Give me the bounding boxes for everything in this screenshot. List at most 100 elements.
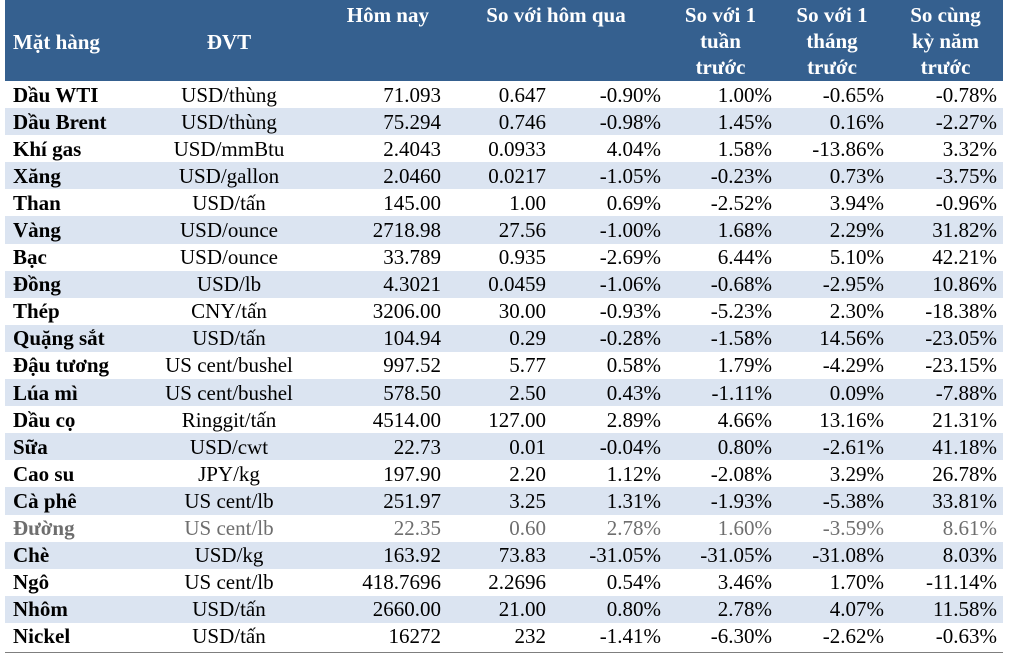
price-today: 2660.00 [307, 595, 447, 623]
pct-vs-year: -11.14% [926, 570, 997, 595]
pct-vs-yesterday: -1.06% [552, 270, 665, 298]
table-row: Đậu tương US cent/bushel 997.52 5.77 0.58% 1.… [5, 352, 1003, 379]
pct-vs-month: -4.29% [822, 353, 884, 378]
pct-vs-year: 21.31% [932, 407, 997, 432]
pct-vs-yesterday: 0.69% [606, 190, 661, 215]
pct-vs-week: 6.44% [717, 245, 772, 270]
unit-cell: US cent/lb [151, 487, 307, 515]
table-row: Dầu cọ Ringgit/tấn 4514.00 127.00 2.89% 4.66%… [5, 406, 1003, 433]
change-vs-yesterday: 0.01 [447, 433, 552, 461]
pct-vs-year: 10.86% [888, 270, 1003, 298]
pct-vs-month: 3.94% [829, 190, 884, 215]
header-vs-week-line3: trước [695, 55, 746, 79]
pct-vs-week: -0.68% [665, 270, 776, 298]
pct-vs-yesterday: -0.28% [552, 324, 665, 352]
header-commodity: Mặt hàng [5, 0, 151, 81]
header-unit: ĐVT [151, 0, 307, 81]
pct-vs-week: -6.30% [710, 624, 772, 649]
table-row: Sữa USD/cwt 22.73 0.01 -0.04% 0.80% -2.61% 41.1… [5, 433, 1003, 461]
pct-vs-year: -0.63% [935, 624, 997, 649]
unit-cell: USD/ounce [151, 216, 307, 244]
pct-vs-yesterday: 2.89% [606, 407, 661, 432]
pct-vs-yesterday: 1.31% [552, 487, 665, 515]
table-row: Cao su JPY/kg 197.90 2.20 1.12% -2.08% 3.29% 26… [5, 460, 1003, 487]
pct-vs-month: -2.62% [822, 624, 884, 649]
change-vs-yesterday: 30.00 [498, 299, 546, 324]
header-vs-year-line1: So cùng [910, 3, 981, 27]
price-today: 22.73 [307, 433, 447, 461]
unit-cell: US cent/bushel [151, 379, 307, 407]
price-today: 16272 [388, 624, 442, 649]
price-today: 197.90 [383, 461, 441, 486]
pct-vs-month: -0.65% [822, 82, 884, 107]
pct-vs-month: 3.29% [829, 461, 884, 486]
pct-vs-yesterday: 2.78% [606, 516, 661, 541]
unit-cell: US cent/lb [184, 570, 274, 595]
price-today: 4.3021 [307, 270, 447, 298]
pct-vs-yesterday: -31.05% [552, 541, 665, 569]
commodity-name: Sữa [5, 433, 151, 461]
pct-vs-week: 2.78% [665, 595, 776, 623]
table-row: Quặng sắt USD/tấn 104.94 0.29 -0.28% -1.58% 14… [5, 324, 1003, 352]
pct-vs-year: -18.38% [925, 299, 997, 324]
commodity-name: Vàng [5, 216, 151, 244]
commodity-name: Đồng [5, 270, 151, 298]
change-vs-yesterday: 0.0933 [488, 136, 546, 161]
pct-vs-year: 42.21% [932, 245, 997, 270]
change-vs-yesterday: 0.0217 [447, 162, 552, 190]
header-vs-week: So với 1 tuần trước [665, 0, 776, 81]
pct-vs-month: -31.08% [776, 541, 888, 569]
commodity-name: Dầu Brent [5, 108, 151, 136]
change-vs-yesterday: 5.77 [509, 353, 546, 378]
unit-cell: USD/ounce [180, 245, 278, 270]
unit-cell: USD/lb [151, 270, 307, 298]
price-today: 22.35 [393, 516, 441, 541]
table-row: Nhôm USD/tấn 2660.00 21.00 0.80% 2.78% 4.07% 11… [5, 595, 1003, 623]
unit-cell: USD/kg [151, 541, 307, 569]
table-row: Đường US cent/lb 22.35 0.60 2.78% 1.60% -3.59%… [5, 515, 1003, 542]
table-row: Lúa mì US cent/bushel 578.50 2.50 0.43% -1.11… [5, 379, 1003, 407]
pct-vs-yesterday: 0.58% [606, 353, 661, 378]
change-vs-yesterday: 73.83 [447, 541, 552, 569]
price-today: 2.0460 [307, 162, 447, 190]
pct-vs-year: -0.78% [935, 82, 997, 107]
pct-vs-month: -3.59% [822, 516, 884, 541]
pct-vs-yesterday: -0.04% [552, 433, 665, 461]
pct-vs-yesterday: -1.05% [552, 162, 665, 190]
commodity-name: Dầu cọ [13, 407, 76, 432]
change-vs-yesterday: 0.935 [498, 245, 546, 270]
change-vs-yesterday: 2.2696 [488, 570, 546, 595]
pct-vs-week: -1.93% [665, 487, 776, 515]
commodity-name: Đậu tương [13, 353, 109, 378]
table-row: Vàng USD/ounce 2718.98 27.56 -1.00% 1.68% 2.29… [5, 216, 1003, 244]
change-vs-yesterday: 0.0459 [447, 270, 552, 298]
table-bottom-border [5, 652, 1003, 653]
pct-vs-month: 13.16% [819, 407, 884, 432]
unit-cell: USD/tấn [192, 624, 266, 649]
pct-vs-year: 33.81% [888, 487, 1003, 515]
pct-vs-yesterday: 0.54% [606, 570, 661, 595]
change-vs-yesterday: 1.00 [509, 190, 546, 215]
commodity-name: Xăng [5, 162, 151, 190]
commodity-name: Cà phê [5, 487, 151, 515]
pct-vs-yesterday: 1.12% [606, 461, 661, 486]
pct-vs-year: -0.96% [935, 190, 997, 215]
header-vs-week-line2: tuần [700, 29, 741, 53]
pct-vs-year: 11.58% [888, 595, 1003, 623]
unit-cell: USD/cwt [151, 433, 307, 461]
header-vs-month-line1: So với 1 [796, 3, 868, 27]
pct-vs-month: 5.10% [829, 245, 884, 270]
commodity-name: Cao su [13, 461, 75, 486]
commodity-name: Bạc [13, 245, 47, 270]
header-vs-year-line2: kỳ năm [911, 29, 980, 53]
pct-vs-yesterday: -1.41% [599, 624, 661, 649]
change-vs-yesterday: 3.25 [447, 487, 552, 515]
price-today: 75.294 [307, 108, 447, 136]
price-today: 33.789 [383, 245, 441, 270]
table-row: Khí gas USD/mmBtu 2.4043 0.0933 4.04% 1.58% -1… [5, 135, 1003, 162]
pct-vs-yesterday: -1.00% [552, 216, 665, 244]
table-row: Dầu Brent USD/thùng 75.294 0.746 -0.98% 1.45%… [5, 108, 1003, 136]
pct-vs-year: -23.05% [888, 324, 1003, 352]
table-row: Ngô US cent/lb 418.7696 2.2696 0.54% 3.46% 1.7… [5, 569, 1003, 596]
pct-vs-month: -2.61% [776, 433, 888, 461]
